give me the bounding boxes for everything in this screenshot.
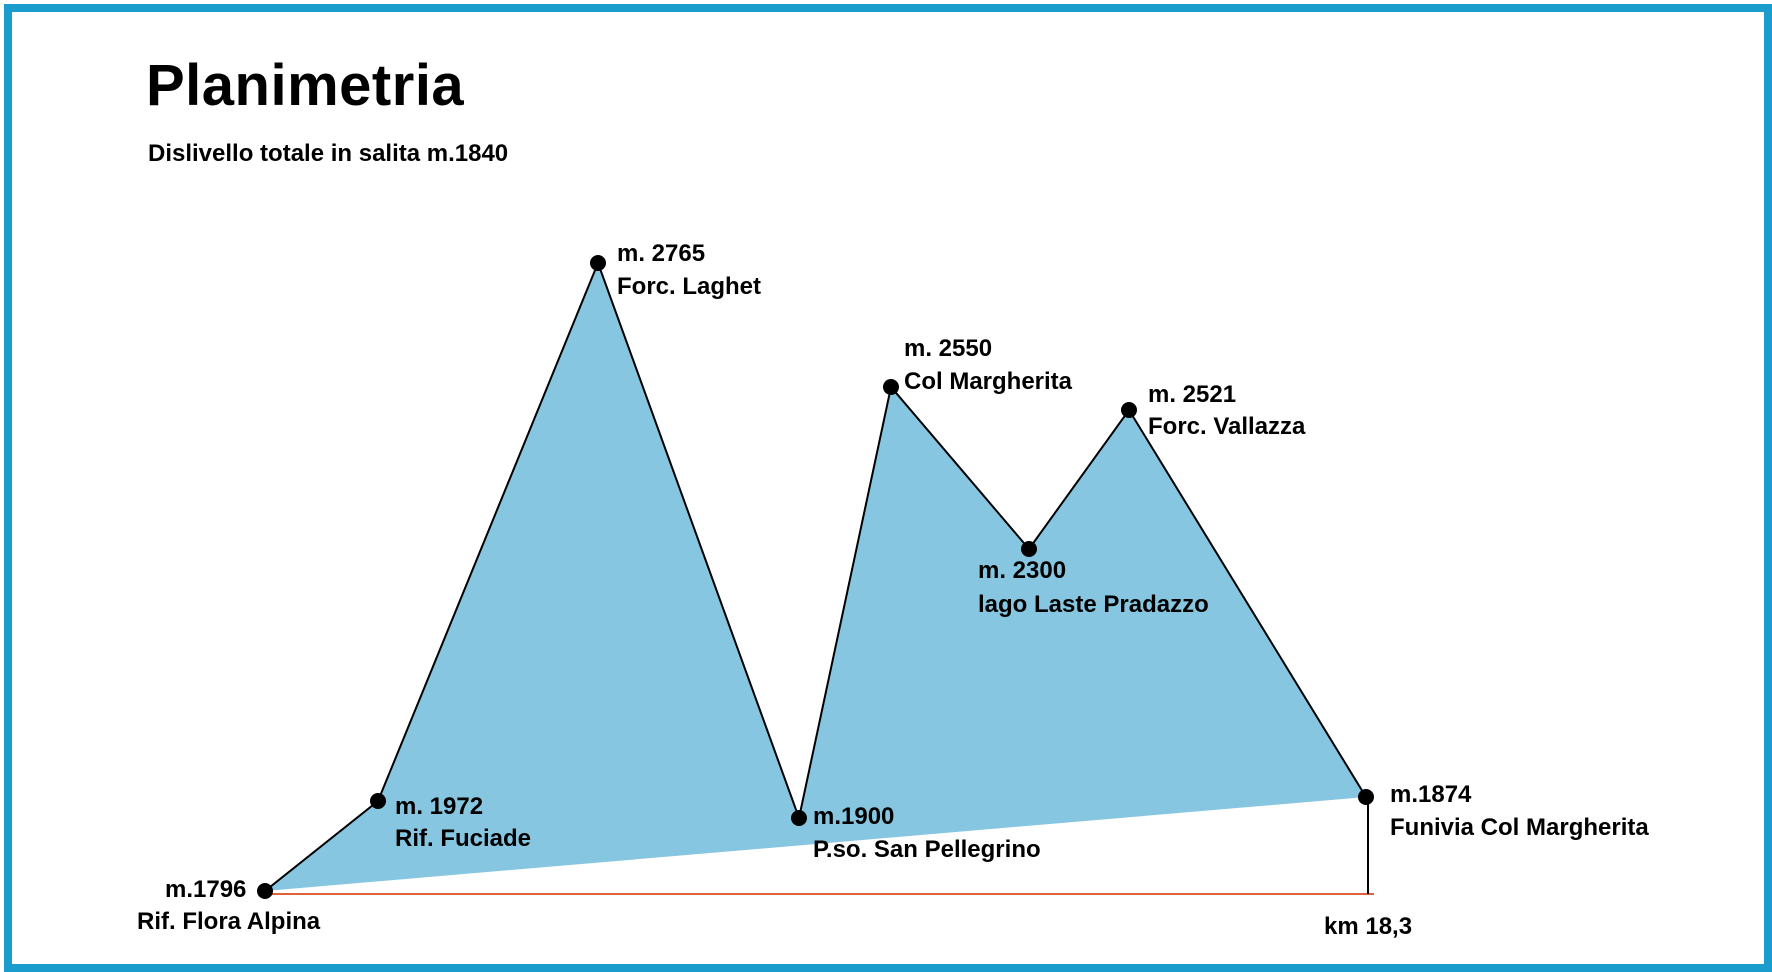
waypoint-rif-fuciade bbox=[370, 793, 386, 809]
elevation-label: m. 1972 bbox=[395, 793, 483, 820]
distance-label: km 18,3 bbox=[1324, 913, 1412, 940]
elevation-label: m.1874 bbox=[1390, 781, 1472, 808]
elevation-label: m. 2300 bbox=[978, 557, 1066, 584]
waypoint-pso-san-pellegrino bbox=[791, 810, 807, 826]
place-label: lago Laste Pradazzo bbox=[978, 591, 1209, 618]
waypoint-forc-vallazza bbox=[1121, 402, 1137, 418]
waypoint-funivia-col-margherita bbox=[1358, 789, 1374, 805]
elevation-gain-subtitle: Dislivello totale in salita m.1840 bbox=[148, 140, 509, 167]
place-label: Funivia Col Margherita bbox=[1390, 814, 1649, 841]
waypoint-rif-flora-alpina bbox=[257, 883, 273, 899]
elevation-label: m.1796 bbox=[165, 876, 246, 903]
elevation-label: m. 2550 bbox=[904, 335, 992, 362]
elevation-label: m. 2521 bbox=[1148, 381, 1236, 408]
profile-line bbox=[264, 260, 1367, 892]
waypoint-lago-laste-pradazzo bbox=[1021, 541, 1037, 557]
profile-area bbox=[265, 263, 1366, 891]
page-title: Planimetria bbox=[146, 53, 465, 118]
place-label: Rif. Flora Alpina bbox=[137, 908, 321, 935]
place-label: P.so. San Pellegrino bbox=[813, 836, 1041, 863]
waypoint-col-margherita bbox=[883, 379, 899, 395]
elevation-label: m.1900 bbox=[813, 803, 894, 830]
place-label: Forc. Vallazza bbox=[1148, 413, 1306, 440]
waypoint-forc-laghet bbox=[590, 255, 606, 271]
place-label: Rif. Fuciade bbox=[395, 825, 531, 852]
place-label: Col Margherita bbox=[904, 368, 1073, 395]
place-label: Forc. Laghet bbox=[617, 273, 761, 300]
elevation-label: m. 2765 bbox=[617, 240, 705, 267]
